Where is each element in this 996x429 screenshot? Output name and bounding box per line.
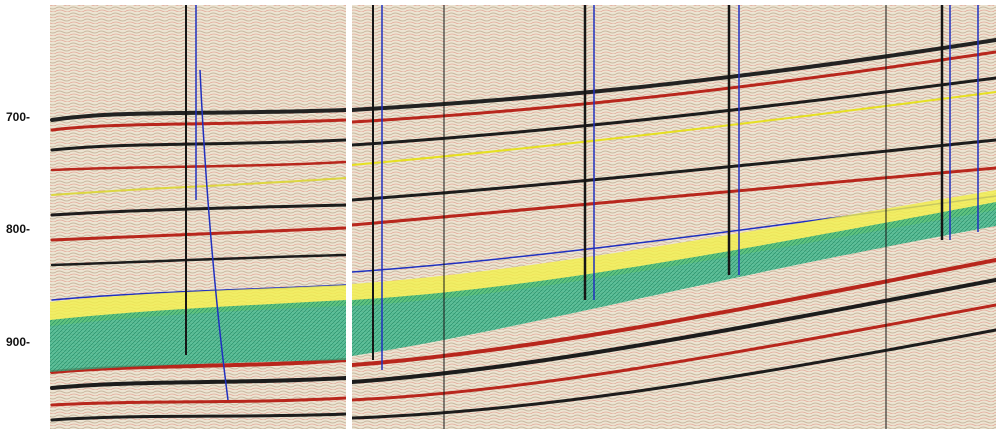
left-panel (50, 5, 348, 429)
right-panel (350, 5, 996, 429)
depth-axis: 700- 800- 900- (0, 0, 50, 429)
tick-label-800: 800- (6, 222, 31, 236)
tick-label-700: 700- (6, 110, 31, 124)
tick-label-900: 900- (6, 335, 31, 349)
